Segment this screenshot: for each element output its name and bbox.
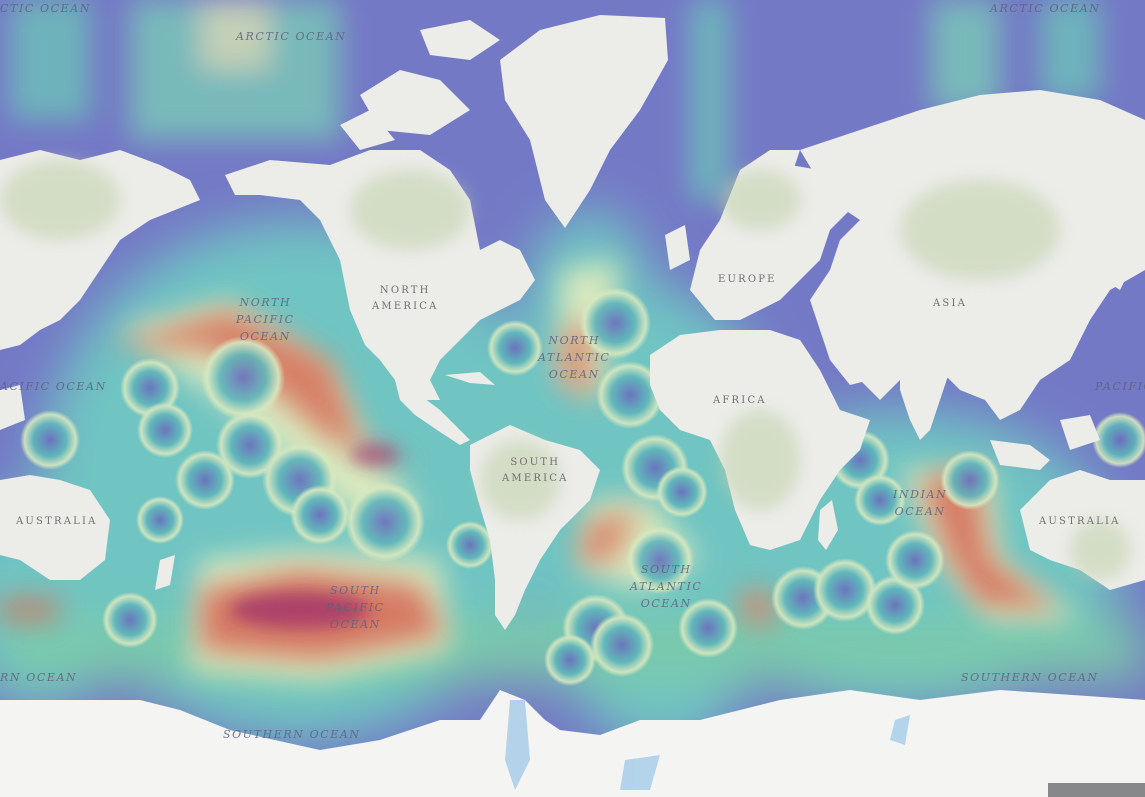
label-asia: ASIA	[933, 298, 968, 309]
label-south-america: SOUTH AMERICA	[502, 457, 569, 484]
label-north-pacific: NORTH PACIFIC OCEAN	[236, 296, 295, 343]
label-australia-east: AUSTRALIA	[1039, 516, 1121, 527]
label-arctic-ocean-right: ARCTIC OCEAN	[990, 2, 1101, 15]
label-north-atlantic: NORTH ATLANTIC OCEAN	[538, 334, 611, 381]
label-north-america: NORTH AMERICA	[372, 285, 439, 312]
attribution-bar[interactable]	[1048, 783, 1145, 797]
label-africa: AFRICA	[713, 395, 767, 406]
label-south-atlantic: SOUTH ATLANTIC OCEAN	[630, 563, 703, 610]
label-indian-ocean: INDIAN OCEAN	[893, 488, 948, 518]
label-southern-ocean-left: RN OCEAN	[0, 671, 78, 684]
label-southern-ocean-center: SOUTHERN OCEAN	[223, 728, 361, 741]
label-south-pacific: SOUTH PACIFIC OCEAN	[326, 584, 385, 631]
label-southern-ocean-right: SOUTHERN OCEAN	[961, 671, 1099, 684]
label-europe: EUROPE	[718, 274, 777, 285]
label-australia-west: AUSTRALIA	[16, 516, 98, 527]
label-pacific-ocean-left: ACIFIC OCEAN	[0, 380, 107, 393]
label-pacific-right: PACIFIC	[1095, 380, 1145, 393]
label-arctic-ocean-left: CTIC OCEAN	[0, 2, 92, 15]
label-arctic-ocean-center: ARCTIC OCEAN	[236, 30, 347, 43]
